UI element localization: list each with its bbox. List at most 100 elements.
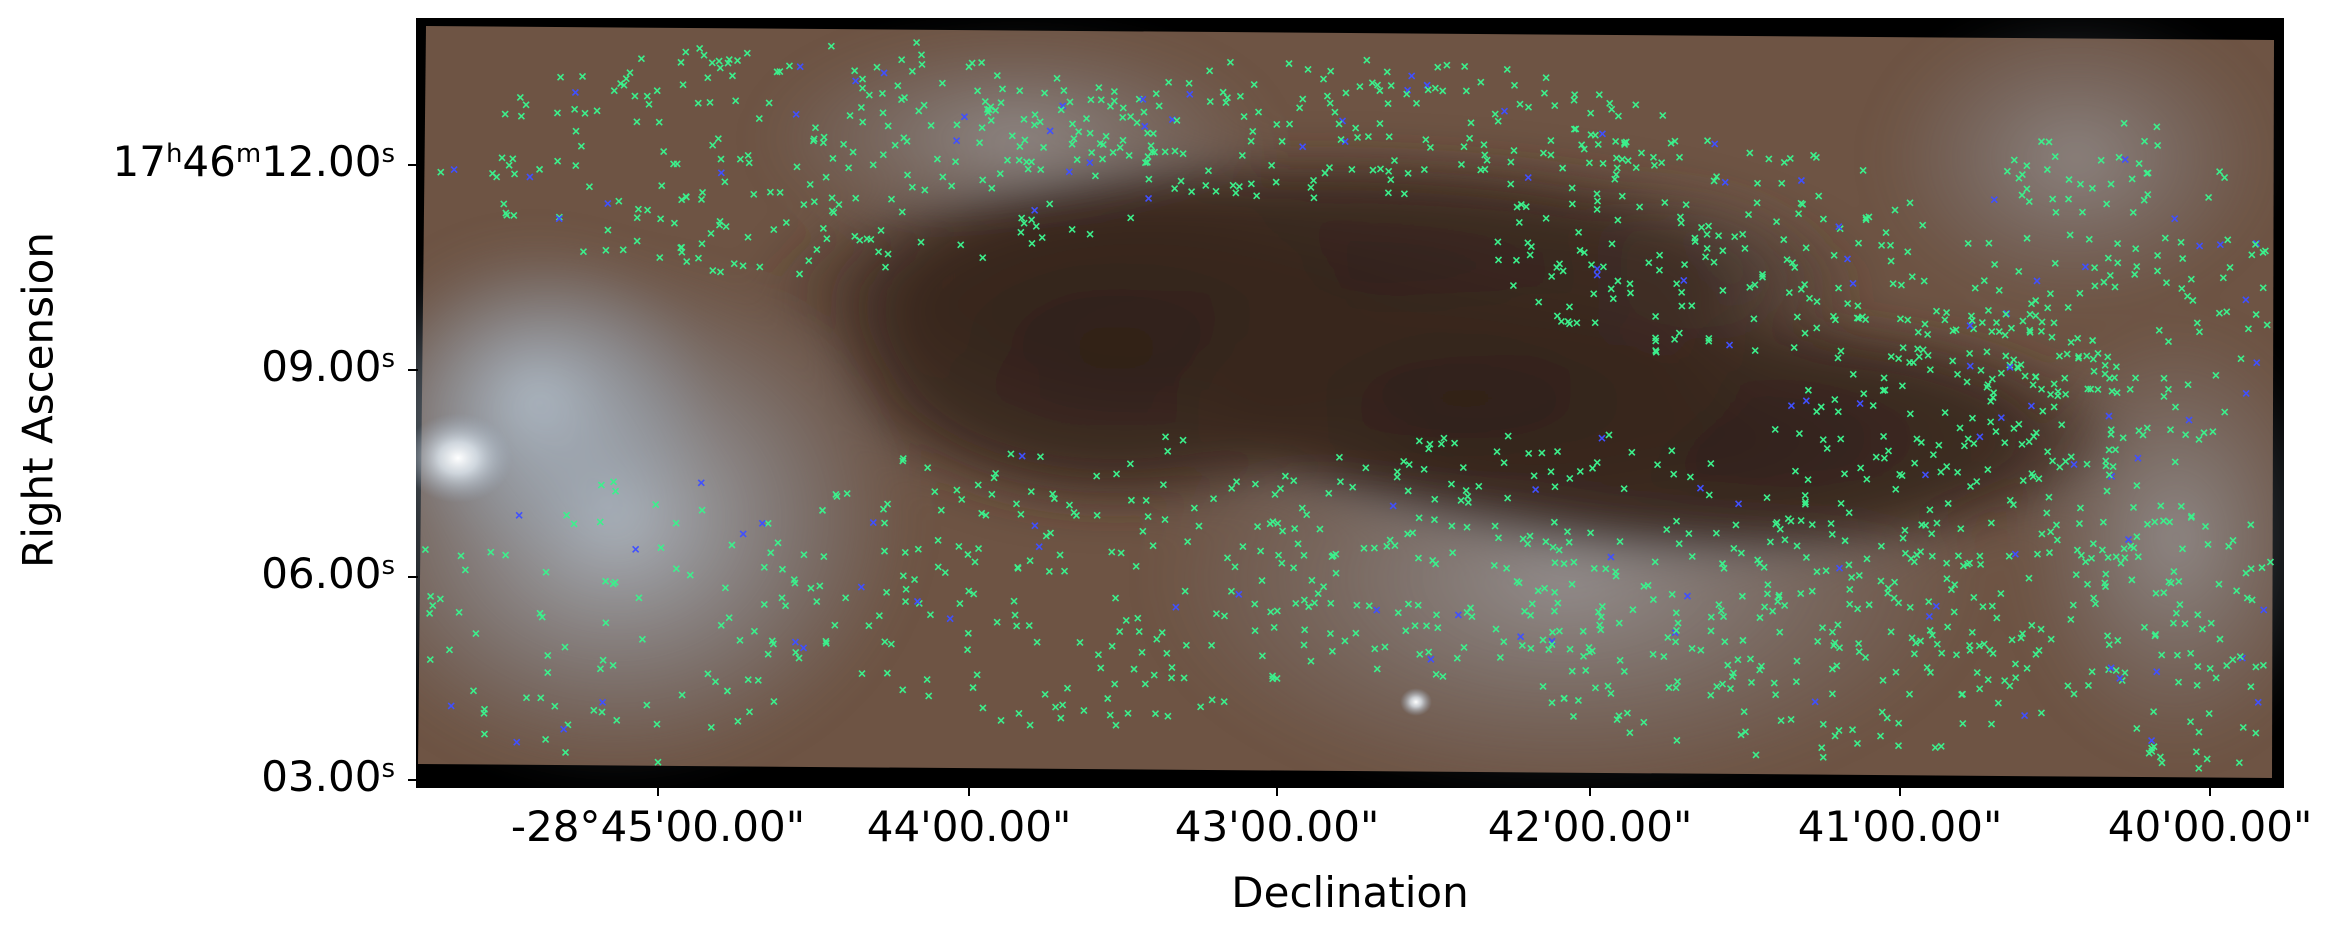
source-marker <box>816 582 824 590</box>
source-marker <box>796 63 804 71</box>
source-marker <box>792 648 800 656</box>
source-marker <box>957 241 965 249</box>
source-marker <box>1542 538 1550 546</box>
source-marker <box>1195 522 1203 530</box>
source-marker <box>2177 238 2185 246</box>
source-marker <box>976 139 984 147</box>
source-marker <box>2021 712 2029 720</box>
source-marker <box>2114 239 2122 248</box>
source-marker <box>1598 602 1606 611</box>
source-marker <box>716 268 725 276</box>
source-marker <box>1147 142 1155 150</box>
source-marker <box>953 121 961 129</box>
source-marker <box>1680 276 1688 284</box>
source-marker <box>1991 260 1999 268</box>
source-marker <box>899 686 907 694</box>
source-marker <box>1432 670 1440 678</box>
source-marker <box>1504 494 1512 502</box>
source-marker <box>2129 503 2138 511</box>
source-marker <box>1865 213 1873 221</box>
source-marker <box>1611 175 1619 183</box>
source-marker <box>1976 433 1984 441</box>
source-marker <box>1988 375 1996 383</box>
source-marker <box>1758 273 1767 281</box>
source-marker <box>1384 99 1392 108</box>
source-marker <box>934 563 942 571</box>
source-marker <box>670 160 678 168</box>
source-marker <box>810 198 818 206</box>
source-marker <box>678 691 686 699</box>
source-marker <box>670 219 679 227</box>
source-marker <box>2258 564 2266 572</box>
source-marker <box>708 59 716 67</box>
source-marker <box>1590 290 1598 298</box>
source-marker <box>2216 241 2224 249</box>
source-marker <box>2247 683 2255 691</box>
source-marker <box>923 675 931 684</box>
source-marker <box>510 211 518 219</box>
source-marker <box>682 193 690 201</box>
source-marker <box>1775 591 1783 599</box>
source-marker <box>1897 281 1905 289</box>
source-marker <box>1612 171 1620 179</box>
source-marker <box>1431 84 1439 92</box>
source-marker <box>1538 449 1546 457</box>
source-marker <box>993 71 1001 80</box>
source-marker <box>1059 102 1067 110</box>
source-marker <box>2015 267 2023 276</box>
source-marker <box>1846 600 1854 608</box>
source-marker <box>2043 166 2051 174</box>
source-marker <box>755 114 763 123</box>
source-marker <box>1931 744 1939 752</box>
source-marker <box>1665 684 1673 692</box>
source-marker <box>754 676 762 684</box>
source-marker <box>1254 108 1263 116</box>
source-marker <box>1793 542 1801 550</box>
source-marker <box>597 481 605 489</box>
source-marker <box>1291 525 1299 533</box>
source-marker <box>1970 439 1978 448</box>
source-marker <box>1041 89 1049 97</box>
source-marker <box>2128 576 2136 584</box>
source-marker <box>1675 540 1683 548</box>
source-marker <box>1017 228 1025 236</box>
source-marker <box>1770 679 1778 687</box>
source-marker <box>1738 592 1746 600</box>
source-marker <box>634 205 642 213</box>
source-marker <box>1492 625 1500 633</box>
source-marker <box>544 651 552 660</box>
source-marker <box>1808 521 1816 529</box>
source-marker <box>1763 590 1772 598</box>
source-marker <box>2025 197 2033 206</box>
source-marker <box>1966 349 1974 358</box>
source-marker <box>1753 199 1761 207</box>
source-marker <box>2154 251 2162 260</box>
source-marker <box>1721 178 1729 186</box>
source-marker <box>1144 153 1152 161</box>
source-marker <box>913 38 921 47</box>
source-marker <box>1027 488 1035 496</box>
source-marker <box>781 602 790 610</box>
source-marker <box>2111 283 2119 291</box>
source-marker <box>2170 568 2178 576</box>
source-marker <box>1801 491 1809 500</box>
source-marker <box>1314 589 1322 598</box>
source-marker <box>2183 292 2192 300</box>
source-marker <box>1056 551 1064 559</box>
source-marker <box>1168 663 1176 672</box>
source-marker <box>1031 522 1039 530</box>
source-marker <box>1341 637 1349 645</box>
source-marker <box>2105 412 2113 420</box>
source-marker <box>883 588 891 596</box>
source-marker <box>1028 239 1036 247</box>
source-marker <box>711 678 720 686</box>
source-marker <box>1026 721 1034 729</box>
source-marker <box>1285 120 1294 128</box>
source-marker <box>2105 446 2113 454</box>
source-marker <box>480 730 489 738</box>
source-marker <box>879 505 888 513</box>
source-marker <box>1328 552 1336 561</box>
source-marker <box>760 600 768 609</box>
source-marker <box>2115 153 2123 161</box>
source-marker <box>1542 74 1550 82</box>
